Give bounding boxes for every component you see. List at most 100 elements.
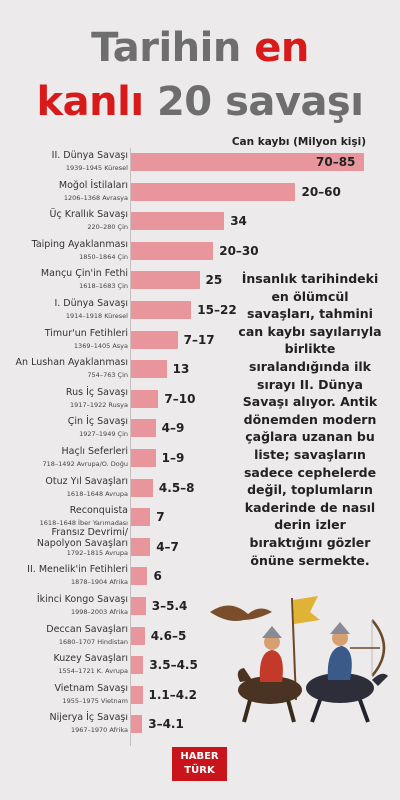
- bar-row: II. Menelik'in Fetihleri 1878–1904 Afrika…: [0, 564, 400, 594]
- mongol-warriors-illustration: [210, 596, 388, 723]
- war-period-region-label: 1680–1707 Hindistan: [58, 637, 128, 646]
- war-period-region-label: 1927–1949 Çin: [79, 430, 128, 439]
- war-period-region-label: 1967–1970 Afrika: [70, 726, 128, 735]
- bar-value-label: 7–17: [183, 332, 215, 347]
- bar: [131, 508, 151, 527]
- war-period-region-label: 718–1492 Avrupa/O. Doğu: [42, 460, 128, 468]
- war-name-label: Çin İç Savaşı: [67, 416, 128, 428]
- war-period-region-label: 1955–1975 Vietnam: [62, 696, 129, 705]
- bar-row: Çin İç Savaşı 1927–1949 Çin 4–9: [0, 416, 400, 446]
- war-name-label: Haçlı Seferleri: [61, 446, 129, 457]
- bar-value-label: 1–9: [161, 451, 185, 465]
- bar: [131, 271, 200, 290]
- bar-value-label: 3.5–4.5: [149, 658, 198, 673]
- bar-row: Deccan Savaşları 1680–1707 Hindistan 4.6–5: [0, 624, 400, 654]
- war-period-region-label: 1878–1904 Afrika: [70, 578, 128, 587]
- war-name-label: I. Dünya Savaşı: [54, 298, 128, 309]
- war-period-region-label: 1939–1945 Küresel: [65, 164, 128, 172]
- war-name-label: Kuzey Savaşları: [53, 653, 128, 665]
- war-name-label: Deccan Savaşları: [46, 623, 128, 635]
- bar-row: Haçlı Seferleri 718–1492 Avrupa/O. Doğu 1–…: [0, 446, 400, 476]
- bar-row: Otuz Yıl Savaşları 1618–1648 Avrupa 4.5–8: [0, 476, 400, 506]
- bar-value-label: 7–10: [164, 391, 196, 406]
- bar-row: Kuzey Savaşları 1554–1721 K. Avrupa 3.5–4.…: [0, 653, 400, 683]
- bar-row: Vietnam Savaşı 1955–1975 Vietnam 1.1–4.2: [0, 683, 400, 713]
- war-name-label: Moğol İstilaları: [58, 179, 128, 191]
- haberturk-logo: HABER TÜRK: [172, 747, 227, 781]
- chart-axis-line: [130, 148, 131, 746]
- bar-row: Timur'un Fetihleri 1369–1405 Asya 7–17: [0, 328, 400, 358]
- war-period-region-label: 1914–1918 Küresel: [65, 312, 128, 320]
- bar: [131, 626, 145, 645]
- war-period-region-label: 1618–1683 Çin: [79, 282, 128, 291]
- war-period-region-label: 1917–1922 Rusya: [70, 400, 128, 409]
- description-paragraph: İnsanlık tarihindeki en ölümcül savaşlar…: [238, 271, 382, 568]
- bar-value-label: 4.6–5: [150, 628, 187, 643]
- war-name-label: Nijerya İç Savaşı: [49, 712, 128, 724]
- bar-value-label: 4–9: [161, 421, 185, 436]
- bar: [131, 449, 156, 467]
- war-period-region-label: 754–763 Çin: [87, 371, 128, 380]
- bar-row: II. Dünya Savaşı 1939–1945 Küresel 70–85: [0, 150, 400, 180]
- war-period-region-label: 1618–1648 Avrupa: [66, 489, 128, 498]
- bar: [131, 360, 167, 379]
- war-period-region-label: 220–280 Çin: [87, 223, 128, 232]
- bar-value-label: 70–85: [316, 155, 356, 169]
- bar: [131, 212, 225, 231]
- bar-row: Nijerya İç Savaşı 1967–1970 Afrika 3–4.1: [0, 712, 400, 742]
- bar-row: Reconquista 1618–1648 İber Yarımadası 7: [0, 505, 400, 535]
- war-period-region-label: 1792–1815 Avrupa: [66, 548, 128, 557]
- title-line-1: Tarihin en: [0, 26, 400, 70]
- bar-value-label: 15–22: [197, 303, 237, 317]
- title-word-kanli: kanlı: [36, 79, 145, 125]
- bar-row: Taiping Ayaklanması 1850–1864 Çin 20–30: [0, 239, 400, 269]
- bar: [131, 567, 148, 586]
- unit-label: Can kaybı (Milyon kişi): [231, 136, 366, 148]
- bar: [131, 537, 151, 556]
- bar-value-label: 34: [230, 214, 247, 229]
- bar: [131, 419, 156, 438]
- bar: [131, 389, 159, 408]
- bar: [131, 597, 146, 615]
- bar-row: An Lushan Ayaklanması 754–763 Çin 13: [0, 357, 400, 387]
- bar-value-label: 20–60: [301, 184, 341, 199]
- bar: [131, 478, 153, 497]
- title-word-en: en: [254, 25, 309, 71]
- bar-row: I. Dünya Savaşı 1914–1918 Küresel 15–22: [0, 298, 400, 328]
- bar-row: İkinci Kongo Savaşı 1998–2003 Afrika 3–5.4: [0, 594, 400, 624]
- war-name-label: Üç Krallık Savaşı: [49, 209, 128, 221]
- title-word-tarihin: Tarihin: [91, 25, 255, 71]
- bar: [131, 330, 178, 349]
- bar-row: Moğol İstilaları 1206–1368 Avrasya 20–60: [0, 180, 400, 210]
- bar-value-label: 25: [205, 273, 223, 288]
- title-line-2: kanlı 20 savaşı: [0, 80, 400, 124]
- war-period-region-label: 1618–1648 İber Yarımadası: [39, 519, 128, 528]
- war-name-label: Fransız Devrimi/ Napolyon Savaşları: [36, 526, 128, 549]
- bar-value-label: 4–7: [156, 539, 179, 554]
- war-period-region-label: 1998–2003 Afrika: [70, 608, 128, 616]
- war-name-label: II. Menelik'in Fetihleri: [27, 564, 128, 576]
- war-period-region-label: 1850–1864 Çin: [79, 252, 128, 261]
- bar-value-label: 7: [156, 510, 165, 525]
- bar-row: Rus İç Savaşı 1917–1922 Rusya 7–10: [0, 387, 400, 417]
- title-words-20-savasi: 20 savaşı: [143, 79, 364, 125]
- war-name-label: Timur'un Fetihleri: [44, 327, 128, 339]
- bar-value-label: 1.1–4.2: [148, 687, 198, 702]
- bar-value-label: 6: [153, 569, 162, 584]
- war-period-region-label: 1206–1368 Avrasya: [63, 193, 128, 202]
- war-name-label: Rus İç Savaşı: [65, 386, 128, 398]
- war-name-label: II. Dünya Savaşı: [51, 150, 128, 161]
- bar-value-label: 3–4.1: [148, 717, 184, 732]
- bar-row: Fransız Devrimi/ Napolyon Savaşları 1792–…: [0, 527, 400, 565]
- war-period-region-label: 1369–1405 Asya: [73, 341, 128, 350]
- bar: [131, 715, 143, 734]
- bar-value-label: 3–5.4: [151, 599, 188, 613]
- bar-row: Üç Krallık Savaşı 220–280 Çin 34: [0, 209, 400, 239]
- bar: [131, 153, 364, 171]
- war-name-label: Otuz Yıl Savaşları: [45, 475, 128, 487]
- bar-row: Mançu Çin'in Fethi 1618–1683 Çin 25: [0, 268, 400, 298]
- bar: [131, 685, 143, 704]
- war-name-label: Vietnam Savaşı: [54, 682, 129, 694]
- bar: [131, 656, 144, 675]
- bar-value-label: 20–30: [219, 243, 259, 258]
